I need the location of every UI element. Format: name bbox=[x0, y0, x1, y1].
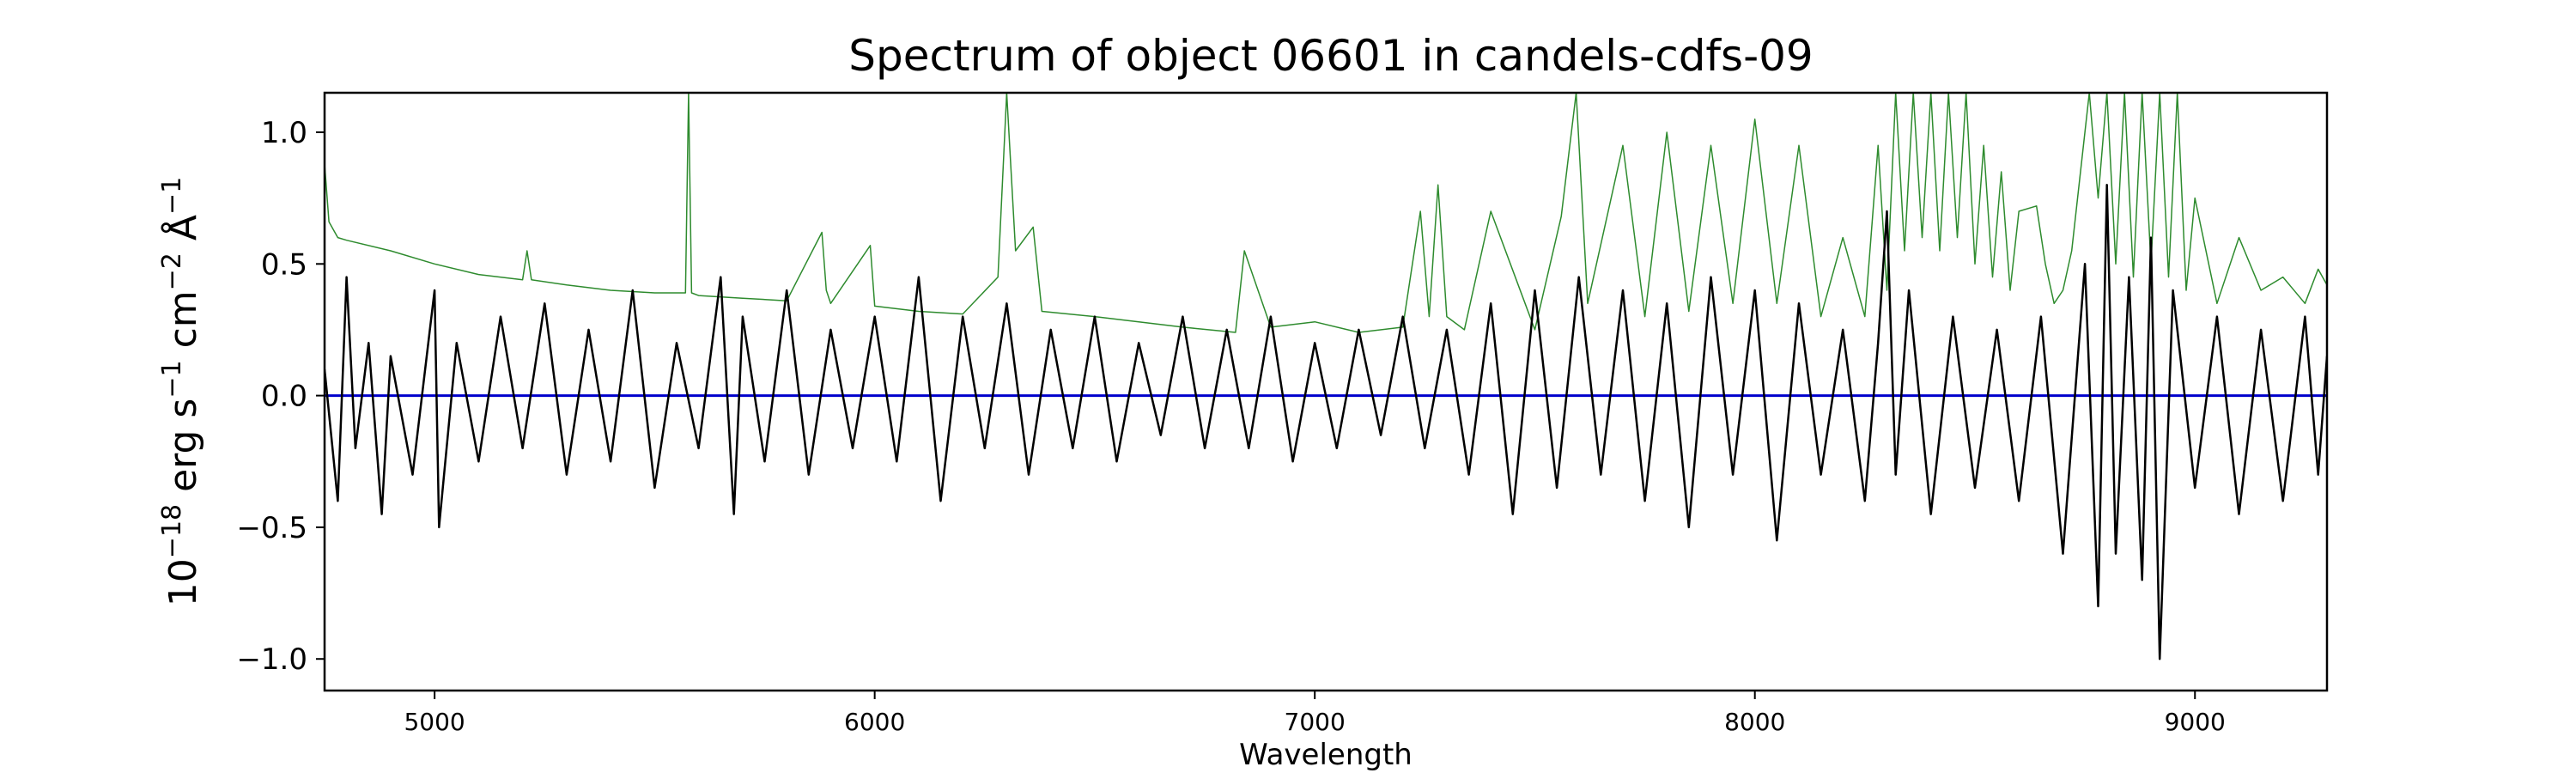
x-tick-label: 8000 bbox=[1724, 708, 1785, 736]
ylabel-base: 10 bbox=[161, 558, 205, 606]
flux-series-line bbox=[325, 184, 2327, 660]
y-tick-label: 1.0 bbox=[261, 116, 307, 150]
ylabel-t1: erg s bbox=[161, 399, 205, 504]
chart-title: Spectrum of object 06601 in candels-cdfs… bbox=[848, 31, 1814, 81]
x-tick-label: 7000 bbox=[1285, 708, 1346, 736]
y-axis-label: 10−18 erg s−1 cm−2 Å−1 bbox=[157, 177, 205, 606]
ylabel-exp4: −1 bbox=[157, 177, 187, 215]
x-axis: 5000 6000 7000 8000 9000 bbox=[404, 691, 2226, 736]
y-tick-label: 0.5 bbox=[261, 247, 307, 282]
ylabel-exp3: −2 bbox=[157, 253, 187, 290]
x-tick-label: 6000 bbox=[844, 708, 905, 736]
x-axis-label: Wavelength bbox=[1239, 738, 1413, 772]
y-tick-label: −1.0 bbox=[236, 642, 307, 677]
series-layer bbox=[325, 93, 2327, 660]
x-tick-label: 9000 bbox=[2165, 708, 2226, 736]
y-tick-label: 0.0 bbox=[261, 380, 307, 414]
ylabel-exp2: −1 bbox=[157, 360, 187, 398]
error-series-line bbox=[325, 93, 2327, 333]
x-tick-label: 5000 bbox=[404, 708, 465, 736]
y-axis: −1.0 −0.5 0.0 0.5 1.0 bbox=[236, 116, 325, 677]
plot-frame bbox=[323, 91, 2329, 692]
ylabel-exp1: −18 bbox=[157, 504, 187, 558]
ylabel-t3: Å bbox=[160, 215, 205, 253]
y-tick-label: −0.5 bbox=[236, 511, 307, 545]
ylabel-t2: cm bbox=[161, 290, 205, 360]
